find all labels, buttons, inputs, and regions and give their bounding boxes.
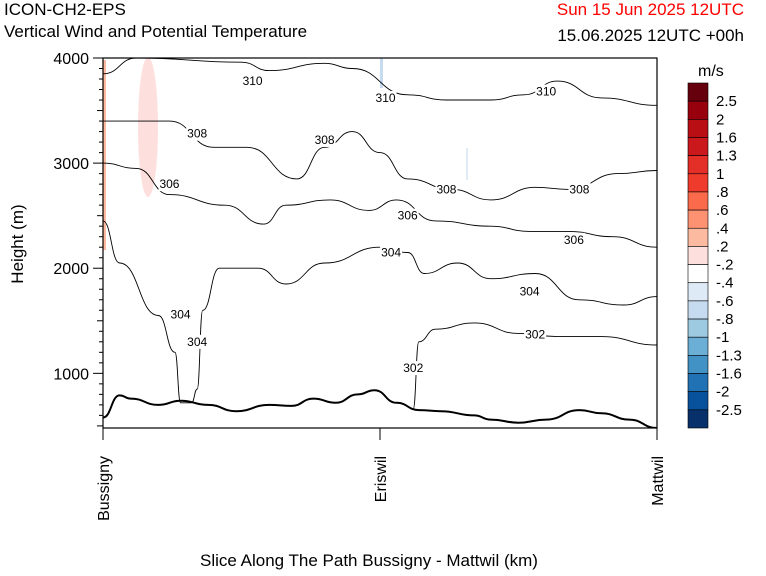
x-tick-label: Eriswil (373, 456, 390, 502)
contour-306 (103, 162, 657, 248)
contour-310 (103, 58, 657, 106)
downdraft-area (380, 58, 383, 88)
contour-label-bg (535, 84, 558, 99)
colorbar-swatch (687, 119, 709, 138)
terrain-line (103, 389, 657, 428)
colorbar-swatch (687, 82, 709, 102)
y-tick-label: 3000 (53, 156, 89, 173)
colorbar-label: 2 (716, 111, 724, 128)
contour-308 (103, 120, 657, 201)
colorbar-label: .4 (716, 220, 729, 237)
y-tick-label: 4000 (53, 51, 89, 68)
contour-label-bg (158, 177, 181, 192)
colorbar-label: .6 (716, 202, 729, 219)
colorbar-label: 1.6 (716, 129, 737, 146)
contour-label-bg (568, 182, 591, 197)
contour-label-bg (169, 307, 192, 322)
colorbar-swatch (687, 227, 709, 247)
contour-label-bg (524, 327, 547, 342)
contour-label: 308 (569, 182, 589, 196)
colorbar-label: 2.5 (716, 93, 737, 110)
contour-label-bg (518, 284, 541, 299)
contour-label: 308 (315, 133, 335, 147)
colorbar-label: -.4 (716, 275, 734, 292)
colorbar-label: -1.3 (716, 347, 742, 364)
contour-label: 310 (243, 74, 263, 88)
colorbar-swatch (687, 336, 709, 356)
colorbar-label: .8 (716, 184, 729, 201)
contour-label-bg (186, 334, 209, 349)
colorbar-swatch (687, 409, 709, 429)
colorbar-label: -2 (716, 384, 729, 401)
colorbar-swatch (687, 100, 709, 120)
contour-label-bg (562, 232, 585, 247)
contour-label-bg (313, 132, 336, 147)
contour-label: 306 (398, 209, 418, 223)
contour-label-bg (402, 361, 425, 376)
chart-subtitle: Vertical Wind and Potential Temperature (4, 22, 308, 41)
y-tick-label: 2000 (53, 261, 89, 278)
colorbar-swatch (687, 355, 709, 374)
colorbar-swatch (687, 137, 709, 156)
colorbar-units: m/s (698, 63, 724, 80)
colorbar-label: -2.5 (716, 402, 742, 419)
contour-label: 308 (436, 182, 456, 196)
colorbar-swatch (687, 391, 709, 411)
contour-label-bg (186, 126, 209, 141)
x-axis-label: Slice Along The Path Bussigny - Mattwil … (200, 551, 538, 570)
colorbar-swatch (687, 191, 709, 211)
colorbar-label: -.2 (716, 257, 734, 274)
x-tick-label: Mattwil (650, 456, 667, 506)
contour-label: 304 (171, 307, 191, 321)
colorbar-swatch (687, 155, 709, 175)
run-info: 15.06.2025 12UTC +00h (557, 26, 744, 45)
colorbar-swatch (687, 300, 709, 320)
contour-label: 306 (159, 177, 179, 191)
contour-label: 304 (187, 335, 207, 349)
valid-time: Sun 15 Jun 2025 12UTC (556, 0, 744, 19)
colorbar-label: -1 (716, 329, 729, 346)
colorbar-swatch (687, 246, 709, 265)
colorbar-swatch (687, 209, 709, 229)
updraft-area (138, 58, 158, 197)
vertical-wind-shading (103, 58, 468, 250)
contour-304 (103, 220, 657, 404)
contour-label-bg (241, 74, 264, 89)
contour-302 (412, 322, 657, 410)
contour-label: 306 (564, 233, 584, 247)
colorbar-swatch (687, 173, 709, 193)
colorbar-label: 1.3 (716, 148, 737, 165)
colorbar-swatch (687, 264, 709, 284)
contour-label: 310 (376, 91, 396, 105)
colorbar-swatch (687, 282, 709, 302)
y-tick-label: 1000 (53, 366, 89, 383)
contour-label: 302 (403, 361, 423, 375)
contour-label-bg (396, 208, 419, 223)
colorbar-label: -.6 (716, 293, 734, 310)
contour-label: 304 (520, 284, 540, 298)
contour-label: 304 (381, 245, 401, 259)
model-name: ICON-CH2-EPS (4, 0, 126, 19)
x-tick-label: Bussigny (96, 456, 113, 521)
contour-label-bg (435, 182, 458, 197)
contour-label-bg (380, 245, 403, 260)
contour-label: 310 (536, 85, 556, 99)
colorbar-label: .2 (716, 238, 729, 255)
downdraft-area (466, 148, 468, 180)
colorbar-label: 1 (716, 166, 724, 183)
contour-label: 302 (525, 327, 545, 341)
colorbar-swatch (687, 373, 709, 392)
colorbar-swatch (687, 318, 709, 338)
colorbar-label: -.8 (716, 311, 734, 328)
contour-label: 308 (187, 127, 207, 141)
colorbar-label: -1.6 (716, 366, 742, 383)
contour-label-bg (374, 90, 397, 105)
updraft-area (103, 60, 106, 250)
